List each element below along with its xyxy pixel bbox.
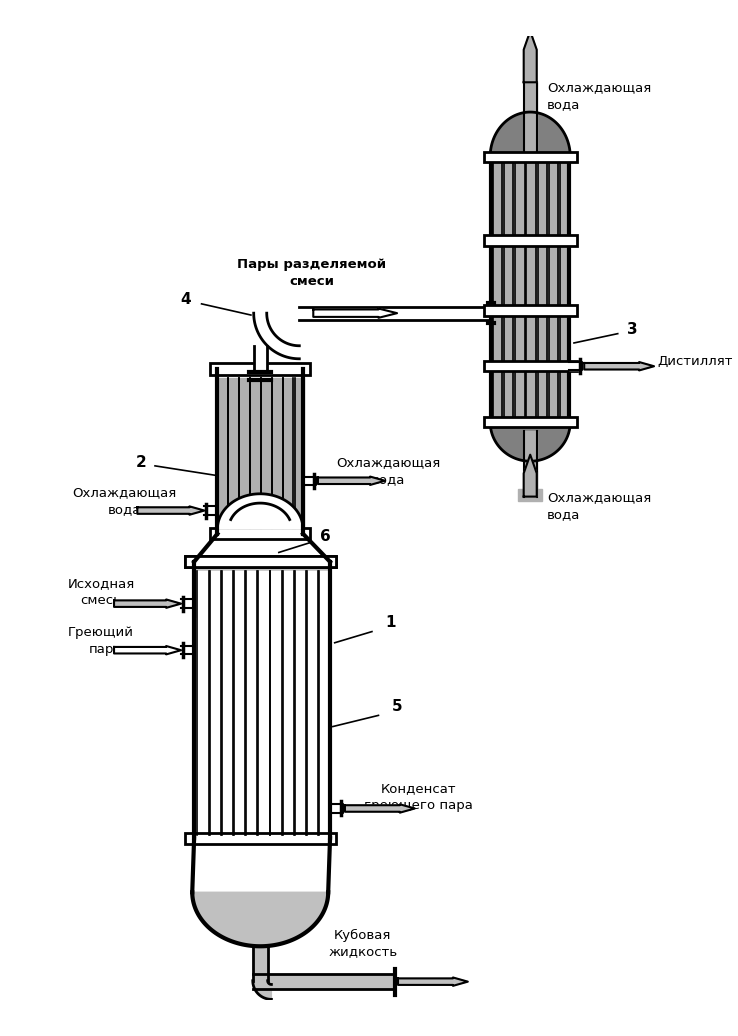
Polygon shape [253,946,268,981]
Text: Дистиллят: Дистиллят [658,355,733,368]
Polygon shape [181,646,194,655]
Bar [210,364,311,375]
Polygon shape [524,31,537,82]
Polygon shape [261,378,272,529]
Text: Исходная
смесь: Исходная смесь [67,577,134,607]
Text: 4: 4 [180,292,191,307]
Polygon shape [204,507,218,515]
Text: Охлаждающая
вода: Охлаждающая вода [547,491,651,521]
Polygon shape [549,162,558,418]
Polygon shape [306,571,319,835]
Polygon shape [197,571,210,835]
Polygon shape [345,804,415,812]
Bar [483,306,577,316]
Polygon shape [254,346,266,369]
Polygon shape [560,162,569,418]
Polygon shape [194,534,330,562]
Polygon shape [239,378,250,529]
Polygon shape [194,562,330,617]
Polygon shape [569,362,582,371]
Text: Греющий
пар: Греющий пар [68,626,134,656]
Polygon shape [515,162,525,418]
Polygon shape [258,571,270,835]
Polygon shape [294,571,307,835]
Polygon shape [272,378,283,529]
Polygon shape [194,562,330,838]
Polygon shape [253,974,396,989]
Polygon shape [218,369,303,534]
Polygon shape [526,162,536,418]
Polygon shape [193,892,328,946]
Bar [483,416,577,427]
Polygon shape [283,378,294,529]
Polygon shape [250,378,261,529]
Polygon shape [318,571,331,835]
Bar [184,556,336,568]
Polygon shape [245,571,258,835]
Polygon shape [490,422,570,461]
Polygon shape [318,477,385,485]
Bar [184,556,336,568]
Text: 6: 6 [320,529,331,544]
Text: 3: 3 [627,321,638,337]
Polygon shape [538,162,547,418]
Bar [483,235,577,246]
Polygon shape [491,156,569,422]
Polygon shape [218,494,303,529]
Text: Конденсат
греющего пара: Конденсат греющего пара [364,782,473,812]
Text: Охлаждающая
вода: Охлаждающая вода [547,81,651,111]
Polygon shape [524,82,537,152]
Polygon shape [233,571,246,835]
Polygon shape [518,470,542,501]
Polygon shape [524,455,537,496]
Text: Охлаждающая
вода: Охлаждающая вода [337,457,441,487]
Polygon shape [282,571,294,835]
Polygon shape [114,646,181,655]
Polygon shape [493,162,503,418]
Polygon shape [216,378,227,529]
Polygon shape [181,600,194,608]
Polygon shape [209,571,222,835]
Polygon shape [303,477,316,485]
Polygon shape [584,362,654,371]
Polygon shape [114,600,181,608]
Text: Охлаждающая
вода: Охлаждающая вода [72,486,176,516]
Polygon shape [227,378,239,529]
Polygon shape [314,309,397,318]
Polygon shape [221,571,234,835]
Polygon shape [490,112,570,156]
Polygon shape [524,431,537,496]
Text: 5: 5 [392,698,402,714]
Polygon shape [194,617,330,838]
Text: 2: 2 [136,455,146,469]
Polygon shape [293,378,304,529]
Text: Пары разделяемой
смеси: Пары разделяемой смеси [237,258,386,288]
Polygon shape [253,981,272,1000]
Polygon shape [254,313,300,358]
Polygon shape [504,162,514,418]
Polygon shape [398,977,468,986]
Polygon shape [137,507,204,515]
Polygon shape [300,307,491,320]
Polygon shape [269,571,283,835]
Text: Кубовая
жидкость: Кубовая жидкость [328,928,397,958]
Text: 1: 1 [385,614,396,630]
Polygon shape [330,804,343,812]
Bar [483,151,577,162]
Bar [210,528,311,540]
Bar [184,833,336,844]
Bar [483,362,577,371]
